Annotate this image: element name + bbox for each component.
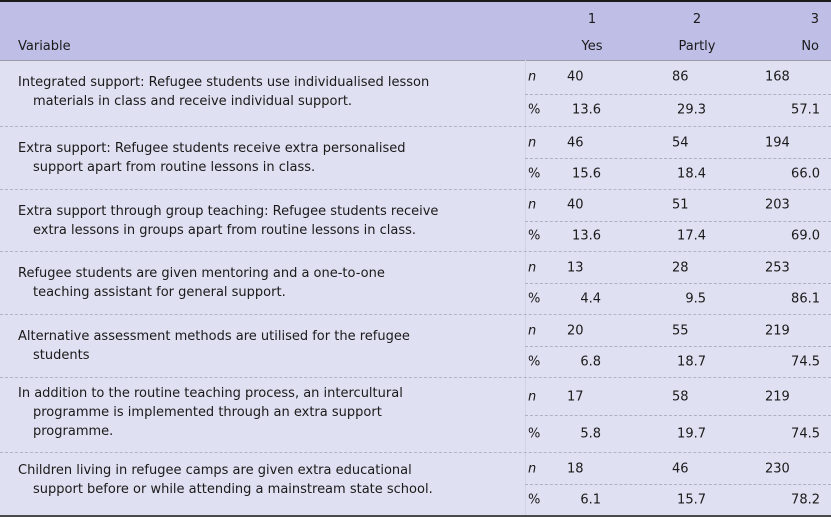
count-row: n 13 28 253 — [525, 252, 831, 284]
count-row: n 46 54 194 — [525, 127, 831, 159]
row-description: Extra support: Refugee students receive … — [18, 141, 406, 175]
count-row: n 40 86 168 — [525, 61, 831, 95]
row-description: Integrated support: Refugee students use… — [18, 75, 430, 109]
count-row: n 17 58 219 — [525, 378, 831, 416]
header-col-3-label: No — [801, 39, 819, 54]
count-row: n 18 46 230 — [525, 453, 831, 485]
header-col-1-number: 1 — [587, 12, 597, 27]
percent-row: % 6.1 15.7 78.2 — [528, 492, 820, 507]
count-row: n 20 55 219 — [525, 315, 831, 347]
row-description: Extra support through group teaching: Re… — [18, 204, 439, 238]
table-row: Extra support: Refugee students receive … — [0, 127, 831, 190]
table-row: Alternative assessment methods are utili… — [0, 315, 831, 378]
percent-row: % 6.8 18.7 74.5 — [528, 354, 820, 369]
table-row: Refugee students are given mentoring and… — [0, 252, 831, 315]
percent-row: % 13.6 17.4 69.0 — [528, 228, 820, 244]
table-row: Integrated support: Refugee students use… — [0, 61, 831, 127]
header-col-2-number: 2 — [692, 12, 702, 27]
percent-row: % 15.6 18.4 66.0 — [528, 166, 820, 181]
column-divider — [525, 60, 526, 515]
table-header: Variable 1 Yes 2 Partly 3 No — [0, 2, 831, 61]
table-row: Children living in refugee camps are giv… — [0, 453, 831, 515]
row-description: Alternative assessment methods are utili… — [18, 329, 410, 363]
header-col-1-label: Yes — [581, 39, 603, 54]
count-row: n 40 51 203 — [525, 190, 831, 222]
row-description: In addition to the routine teaching proc… — [18, 386, 403, 439]
percent-row: % 13.6 29.3 57.1 — [528, 102, 820, 118]
header-variable: Variable — [18, 39, 71, 54]
percent-row: % 4.4 9.5 86.1 — [528, 291, 820, 306]
header-col-3-number: 3 — [810, 12, 819, 27]
table-row: In addition to the routine teaching proc… — [0, 378, 831, 453]
header-col-2-label: Partly — [678, 39, 716, 54]
row-description: Refugee students are given mentoring and… — [18, 266, 385, 300]
percent-row: % 5.8 19.7 74.5 — [528, 426, 820, 441]
row-description: Children living in refugee camps are giv… — [18, 463, 433, 497]
table-row: Extra support through group teaching: Re… — [0, 190, 831, 252]
